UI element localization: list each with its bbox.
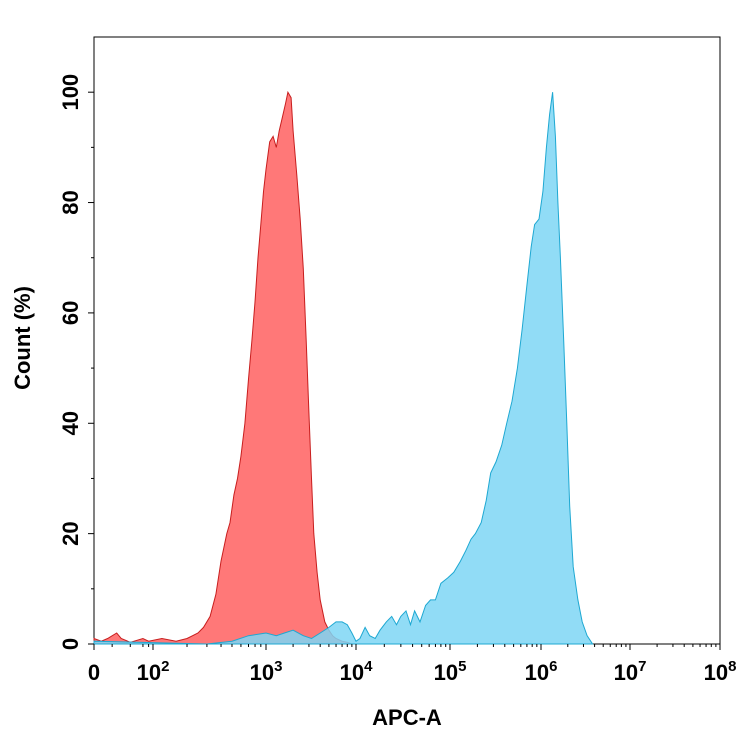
x-axis-title: APC-A xyxy=(372,705,442,730)
x-tick-label: 102 xyxy=(137,658,170,685)
x-tick-label: 103 xyxy=(250,658,283,685)
y-tick-label: 40 xyxy=(58,411,83,435)
x-tick-label: 105 xyxy=(434,658,467,685)
y-axis-ticks: 0 20 40 60 80 100 xyxy=(58,74,94,650)
series-layer xyxy=(93,90,594,645)
histogram-series-1 xyxy=(93,90,353,645)
x-tick-label: 104 xyxy=(340,658,373,685)
y-tick-label: 0 xyxy=(58,638,83,650)
y-axis-title: Count (%) xyxy=(10,286,35,390)
x-tick-label: 106 xyxy=(525,658,558,685)
x-tick-label: 108 xyxy=(704,658,736,685)
histogram-series-2 xyxy=(93,92,594,645)
x-tick-label: 107 xyxy=(614,658,647,685)
plot-frame xyxy=(93,36,721,645)
y-tick-label: 100 xyxy=(58,74,83,111)
x-axis-ticks: 0 102 103 104 105 106 107 108 xyxy=(88,644,736,685)
y-tick-label: 80 xyxy=(58,190,83,214)
x-tick-label: 0 xyxy=(88,660,100,685)
y-tick-label: 60 xyxy=(58,301,83,325)
y-tick-label: 20 xyxy=(58,521,83,545)
